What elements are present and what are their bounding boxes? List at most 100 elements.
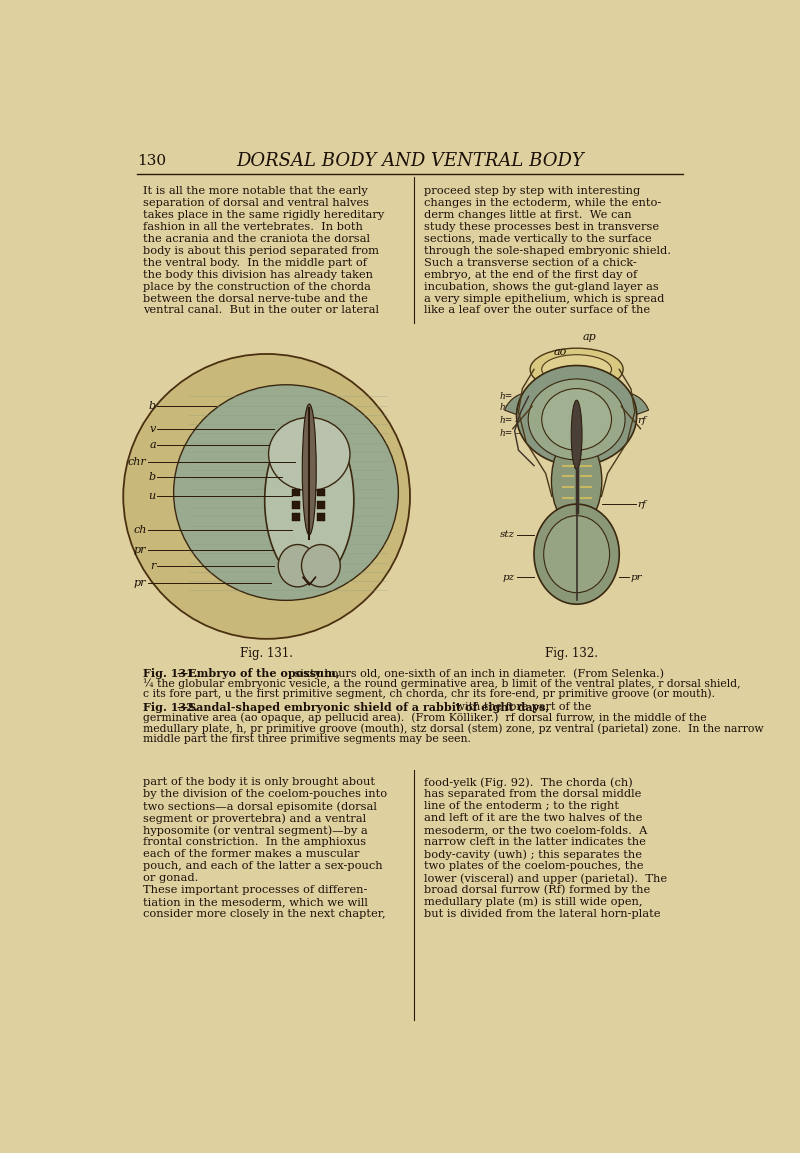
Text: hp: hp <box>634 404 648 413</box>
Text: the ventral body.  In the middle part of: the ventral body. In the middle part of <box>142 258 366 267</box>
Text: h=: h= <box>500 404 513 413</box>
Text: h=: h= <box>500 429 513 438</box>
Text: by the division of the coelom-pouches into: by the division of the coelom-pouches in… <box>142 790 386 799</box>
Text: body-cavity (uwh) ; this separates the: body-cavity (uwh) ; this separates the <box>424 849 642 860</box>
Text: These important processes of differen-: These important processes of differen- <box>142 884 367 895</box>
Bar <box>317 513 325 521</box>
Text: pr: pr <box>134 545 146 556</box>
Text: has separated from the dorsal middle: has separated from the dorsal middle <box>424 790 642 799</box>
Bar <box>317 502 325 508</box>
Text: It is all the more notable that the early: It is all the more notable that the earl… <box>142 186 367 196</box>
Text: each of the former makes a muscular: each of the former makes a muscular <box>142 849 359 859</box>
Text: between the dorsal nerve-tube and the: between the dorsal nerve-tube and the <box>142 294 367 303</box>
Text: middle part the first three primitive segments may be seen.: middle part the first three primitive se… <box>142 733 470 744</box>
Ellipse shape <box>302 544 340 587</box>
Text: pr: pr <box>134 578 146 588</box>
Text: ap: ap <box>583 332 597 342</box>
Bar <box>292 502 300 508</box>
Text: broad dorsal furrow (Rf) formed by the: broad dorsal furrow (Rf) formed by the <box>424 884 650 896</box>
Text: sixty hours old, one-sixth of an inch in diameter.  (From Selenka.): sixty hours old, one-sixth of an inch in… <box>291 668 665 679</box>
Text: study these processes best in transverse: study these processes best in transverse <box>424 221 659 232</box>
Ellipse shape <box>544 515 610 593</box>
Ellipse shape <box>265 417 354 583</box>
Text: u: u <box>149 491 156 502</box>
Text: with the fore part of the: with the fore part of the <box>452 702 591 713</box>
Ellipse shape <box>530 348 623 391</box>
Text: mesoderm, or the two coelom-folds.  A: mesoderm, or the two coelom-folds. A <box>424 826 647 835</box>
Text: v: v <box>150 424 156 435</box>
Text: DORSAL BODY AND VENTRAL BODY: DORSAL BODY AND VENTRAL BODY <box>236 152 584 171</box>
Text: frontal constriction.  In the amphioxus: frontal constriction. In the amphioxus <box>142 837 366 847</box>
Text: part of the body it is only brought about: part of the body it is only brought abou… <box>142 777 374 787</box>
Ellipse shape <box>269 417 350 491</box>
Text: consider more closely in the next chapter,: consider more closely in the next chapte… <box>142 909 386 919</box>
Ellipse shape <box>542 389 611 450</box>
Text: proceed step by step with interesting: proceed step by step with interesting <box>424 186 640 196</box>
Bar <box>292 489 300 497</box>
Text: 130: 130 <box>138 155 166 168</box>
Text: b: b <box>149 473 156 482</box>
Text: fashion in all the vertebrates.  In both: fashion in all the vertebrates. In both <box>142 221 362 232</box>
Ellipse shape <box>278 544 317 587</box>
Text: and left of it are the two halves of the: and left of it are the two halves of the <box>424 813 642 823</box>
Text: medullary plate (m) is still wide open,: medullary plate (m) is still wide open, <box>424 897 642 907</box>
Text: rf: rf <box>637 416 646 425</box>
Text: like a leaf over the outer surface of the: like a leaf over the outer surface of th… <box>424 306 650 316</box>
Text: sections, made vertically to the surface: sections, made vertically to the surface <box>424 234 651 243</box>
Text: lower (visceral) and upper (parietal).  The: lower (visceral) and upper (parietal). T… <box>424 873 667 883</box>
Ellipse shape <box>517 366 637 466</box>
Text: —Sandal-shaped embryonic shield of a rabbit of eight days,: —Sandal-shaped embryonic shield of a rab… <box>177 702 549 714</box>
Text: line of the entoderm ; to the right: line of the entoderm ; to the right <box>424 801 619 812</box>
Text: ao: ao <box>554 347 567 356</box>
Text: embryo, at the end of the first day of: embryo, at the end of the first day of <box>424 270 638 280</box>
Text: ¼ the globular embryonic vesicle, a the round germinative area, b limit of the v: ¼ the globular embryonic vesicle, a the … <box>142 678 740 689</box>
Bar <box>317 489 325 497</box>
Text: through the sole-shaped embryonic shield.: through the sole-shaped embryonic shield… <box>424 246 671 256</box>
Text: —Embryo of the opossum,: —Embryo of the opossum, <box>177 668 339 679</box>
Text: h=: h= <box>500 392 513 401</box>
Text: takes place in the same rigidly hereditary: takes place in the same rigidly heredita… <box>142 210 384 220</box>
Text: h=: h= <box>500 416 513 425</box>
Text: segment or provertebra) and a ventral: segment or provertebra) and a ventral <box>142 813 366 824</box>
Text: Such a transverse section of a chick-: Such a transverse section of a chick- <box>424 258 637 267</box>
Text: chr: chr <box>128 457 146 467</box>
Text: place by the construction of the chorda: place by the construction of the chorda <box>142 281 370 292</box>
Text: changes in the ectoderm, while the ento-: changes in the ectoderm, while the ento- <box>424 198 662 208</box>
Text: body is about this period separated from: body is about this period separated from <box>142 246 378 256</box>
Text: pouch, and each of the latter a sex-pouch: pouch, and each of the latter a sex-pouc… <box>142 861 382 871</box>
Text: two plates of the coelom-pouches, the: two plates of the coelom-pouches, the <box>424 861 643 871</box>
Text: the body this division has already taken: the body this division has already taken <box>142 270 373 280</box>
Text: food-yelk (Fig. 92).  The chorda (ch): food-yelk (Fig. 92). The chorda (ch) <box>424 777 633 787</box>
Ellipse shape <box>534 504 619 604</box>
Text: Fig. 131.: Fig. 131. <box>240 647 293 660</box>
Bar <box>292 513 300 521</box>
Text: rf: rf <box>637 499 646 508</box>
Text: b: b <box>149 401 156 412</box>
Text: separation of dorsal and ventral halves: separation of dorsal and ventral halves <box>142 198 369 208</box>
Text: Fig. 131.: Fig. 131. <box>142 668 198 679</box>
Wedge shape <box>602 392 649 420</box>
FancyArrowPatch shape <box>621 406 641 429</box>
Ellipse shape <box>571 400 582 469</box>
Text: incubation, shows the gut-gland layer as: incubation, shows the gut-gland layer as <box>424 281 658 292</box>
Text: narrow cleft in the latter indicates the: narrow cleft in the latter indicates the <box>424 837 646 847</box>
Text: ventral canal.  But in the outer or lateral: ventral canal. But in the outer or later… <box>142 306 378 316</box>
Text: or gonad.: or gonad. <box>142 873 198 883</box>
Text: pr: pr <box>631 573 642 582</box>
Text: derm changes little at first.  We can: derm changes little at first. We can <box>424 210 631 220</box>
Ellipse shape <box>302 404 316 535</box>
Text: but is divided from the lateral horn-plate: but is divided from the lateral horn-pla… <box>424 909 661 919</box>
Text: a very simple epithelium, which is spread: a very simple epithelium, which is sprea… <box>424 294 664 303</box>
Text: medullary plate, h, pr primitive groove (mouth), stz dorsal (stem) zone, pz vent: medullary plate, h, pr primitive groove … <box>142 723 763 733</box>
Circle shape <box>123 354 410 639</box>
Text: two sections—a dorsal episomite (dorsal: two sections—a dorsal episomite (dorsal <box>142 801 377 812</box>
Text: Fig. 132.: Fig. 132. <box>142 702 198 714</box>
Text: c its fore part, u the first primitive segment, ch chorda, chr its fore-end, pr : c its fore part, u the first primitive s… <box>142 688 714 700</box>
Text: Fig. 132.: Fig. 132. <box>545 647 598 660</box>
Text: a: a <box>149 439 156 450</box>
Wedge shape <box>505 392 551 420</box>
Ellipse shape <box>542 355 611 384</box>
Text: ch: ch <box>133 525 146 535</box>
Ellipse shape <box>174 385 398 601</box>
FancyArrowPatch shape <box>513 406 532 429</box>
